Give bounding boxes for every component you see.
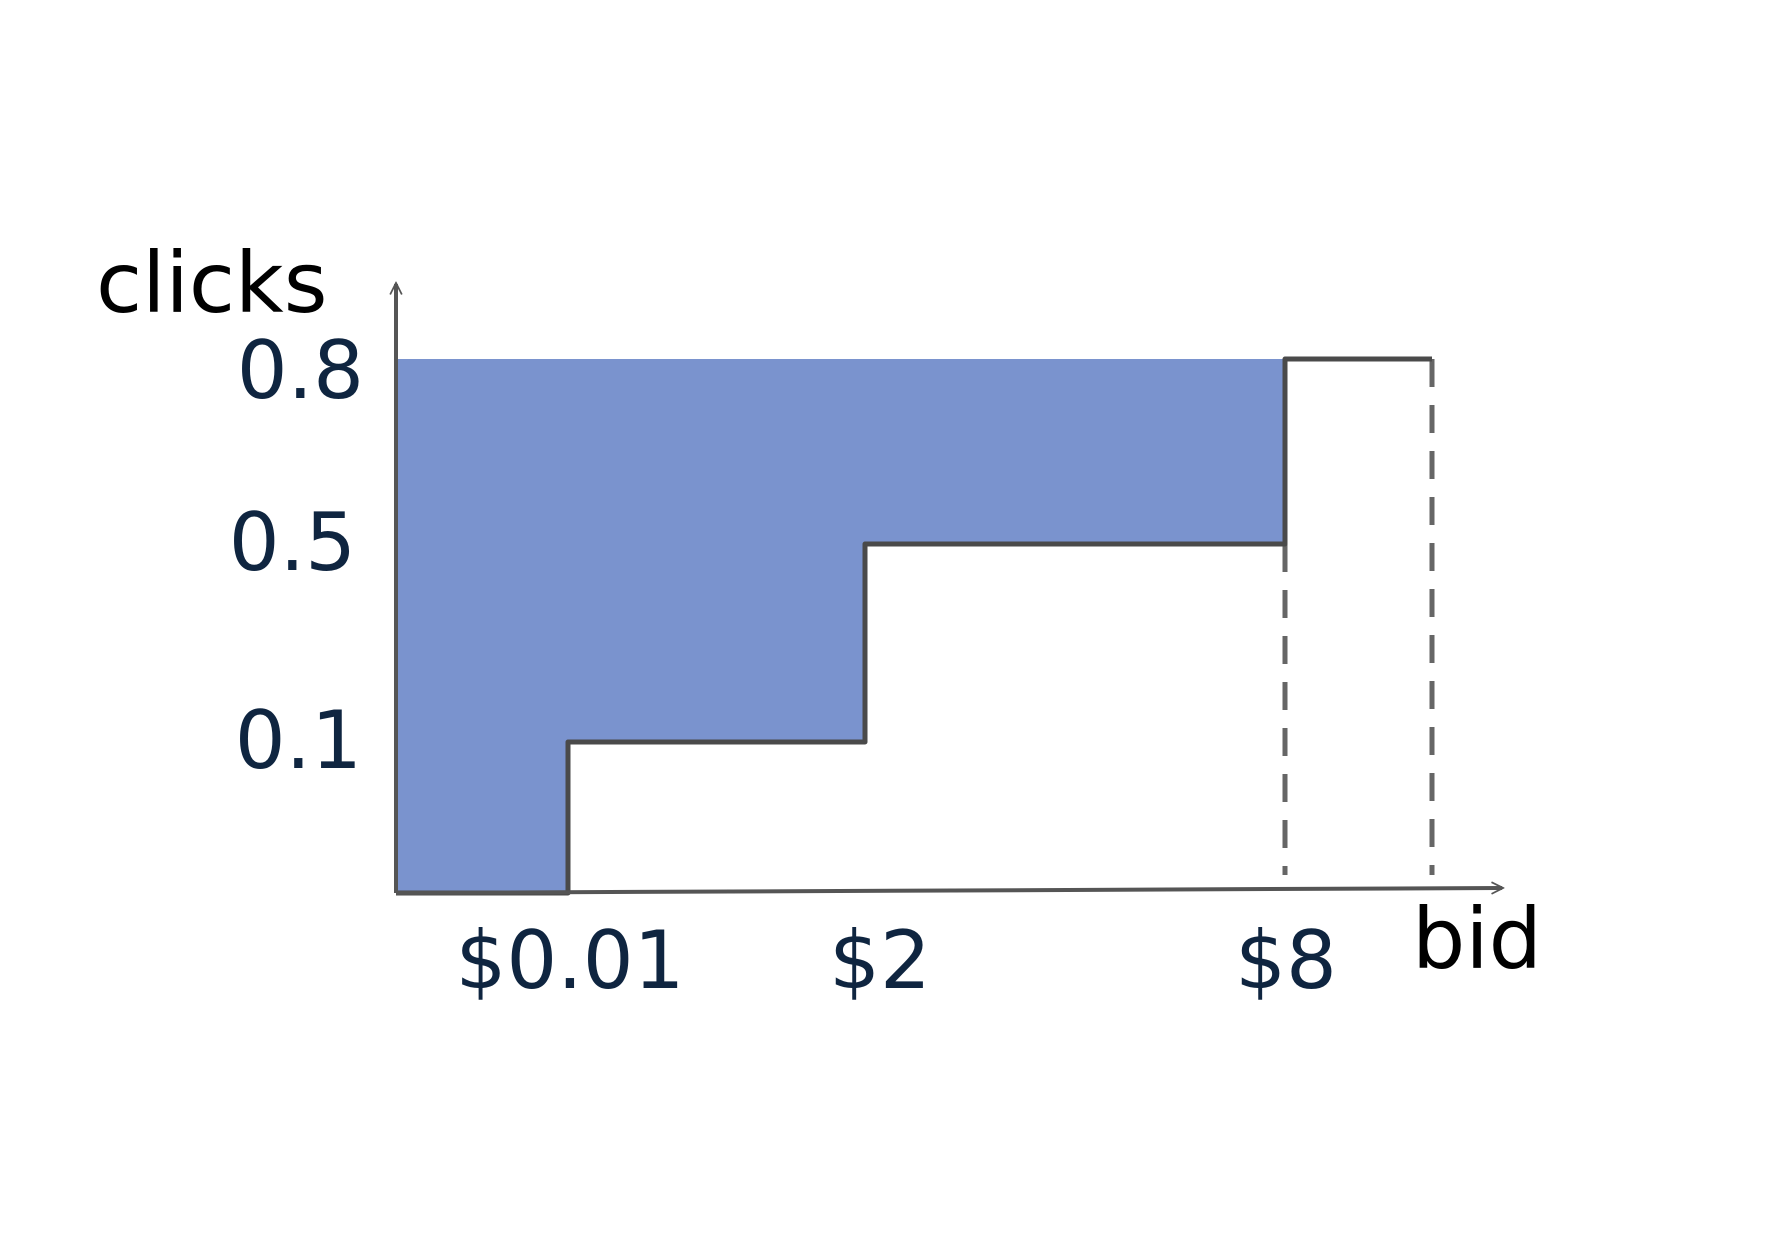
x-axis-title: bid	[1412, 890, 1542, 988]
shaded-region	[396, 359, 1285, 893]
x-tick-label: $2	[829, 914, 931, 1007]
y-tick-label: 0.8	[237, 324, 364, 417]
y-axis-title: clicks	[96, 234, 327, 332]
x-axis	[395, 888, 1502, 895]
y-tick-label: 0.1	[235, 694, 362, 787]
y-tick-label: 0.5	[229, 496, 356, 589]
x-tick-label: $8	[1235, 914, 1337, 1007]
x-tick-label: $0.01	[455, 914, 684, 1007]
dashed-guides	[1282, 359, 1435, 875]
step-curve	[396, 356, 1432, 896]
